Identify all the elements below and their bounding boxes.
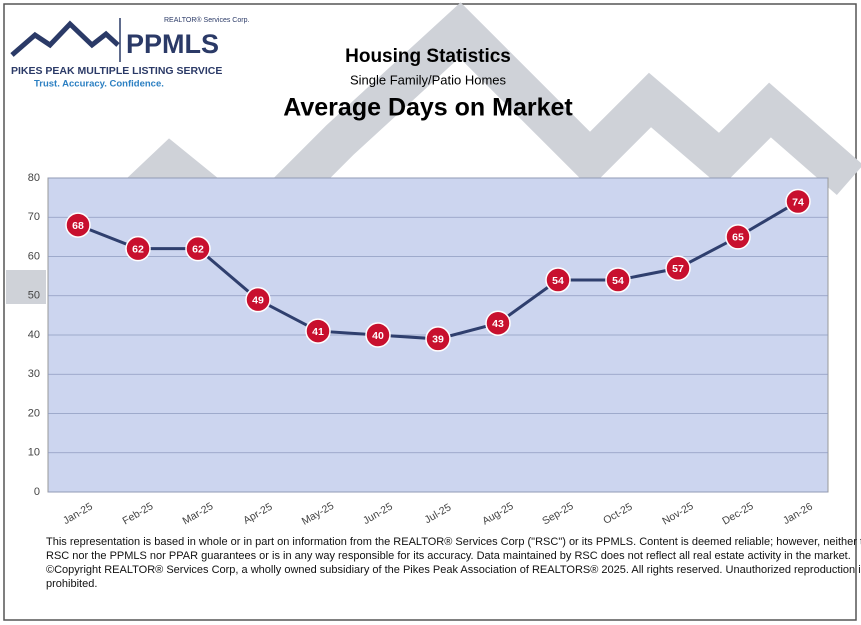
y-tick-label: 80 [28, 172, 40, 184]
logo: REALTOR® Services Corp. PPMLS PIKES PEAK… [10, 16, 249, 90]
logo-corp: REALTOR® Services Corp. [164, 16, 249, 24]
point-marker [65, 212, 91, 238]
y-tick-label: 0 [34, 486, 40, 498]
point-marker [485, 310, 511, 336]
y-tick-label: 30 [28, 368, 40, 380]
point-marker [785, 188, 811, 215]
footnote: This representation is based in whole or… [46, 536, 861, 548]
y-tick-label: 50 [28, 290, 40, 302]
footnote: ©Copyright REALTOR® Services Corp, a who… [46, 564, 861, 576]
point-marker [725, 224, 751, 250]
point-marker [545, 267, 571, 293]
point-marker [665, 255, 691, 282]
y-tick-label: 70 [28, 211, 40, 223]
chart-heading: Average Days on Market [283, 94, 573, 122]
y-tick-label: 20 [28, 407, 40, 419]
data-label: 39 [432, 334, 444, 346]
data-label: 43 [492, 318, 504, 330]
point-marker [305, 318, 331, 344]
point-marker [425, 326, 451, 352]
y-tick-label: 60 [28, 250, 40, 262]
point-marker [125, 235, 151, 262]
data-label: 62 [132, 243, 144, 255]
data-label: 49 [252, 294, 264, 306]
background-band [6, 270, 46, 304]
data-label: 54 [612, 275, 624, 287]
chart-title: Housing Statistics [345, 46, 511, 67]
chart-subtitle: Single Family/Patio Homes [350, 72, 507, 87]
data-label: 40 [372, 330, 384, 342]
footnote: prohibited. [46, 578, 97, 590]
data-label: 62 [192, 243, 204, 255]
data-label: 68 [72, 220, 84, 232]
logo-name: PIKES PEAK MULTIPLE LISTING SERVICE [11, 65, 222, 77]
data-label: 54 [552, 275, 564, 287]
point-marker [605, 267, 631, 293]
data-label: 74 [792, 196, 804, 208]
point-marker [245, 286, 271, 313]
point-marker [365, 322, 391, 348]
footnote: RSC nor the PPMLS nor PPAR guarantees or… [46, 550, 851, 562]
logo-tagline: Trust. Accuracy. Confidence. [34, 79, 164, 90]
data-label: 65 [732, 232, 744, 244]
logo-brand: PPMLS [126, 29, 219, 59]
data-label: 57 [672, 263, 684, 275]
data-label: 41 [312, 326, 324, 338]
logo-icon [10, 20, 120, 57]
y-tick-label: 40 [28, 329, 40, 341]
y-tick-label: 10 [28, 447, 40, 459]
point-marker [185, 235, 211, 262]
